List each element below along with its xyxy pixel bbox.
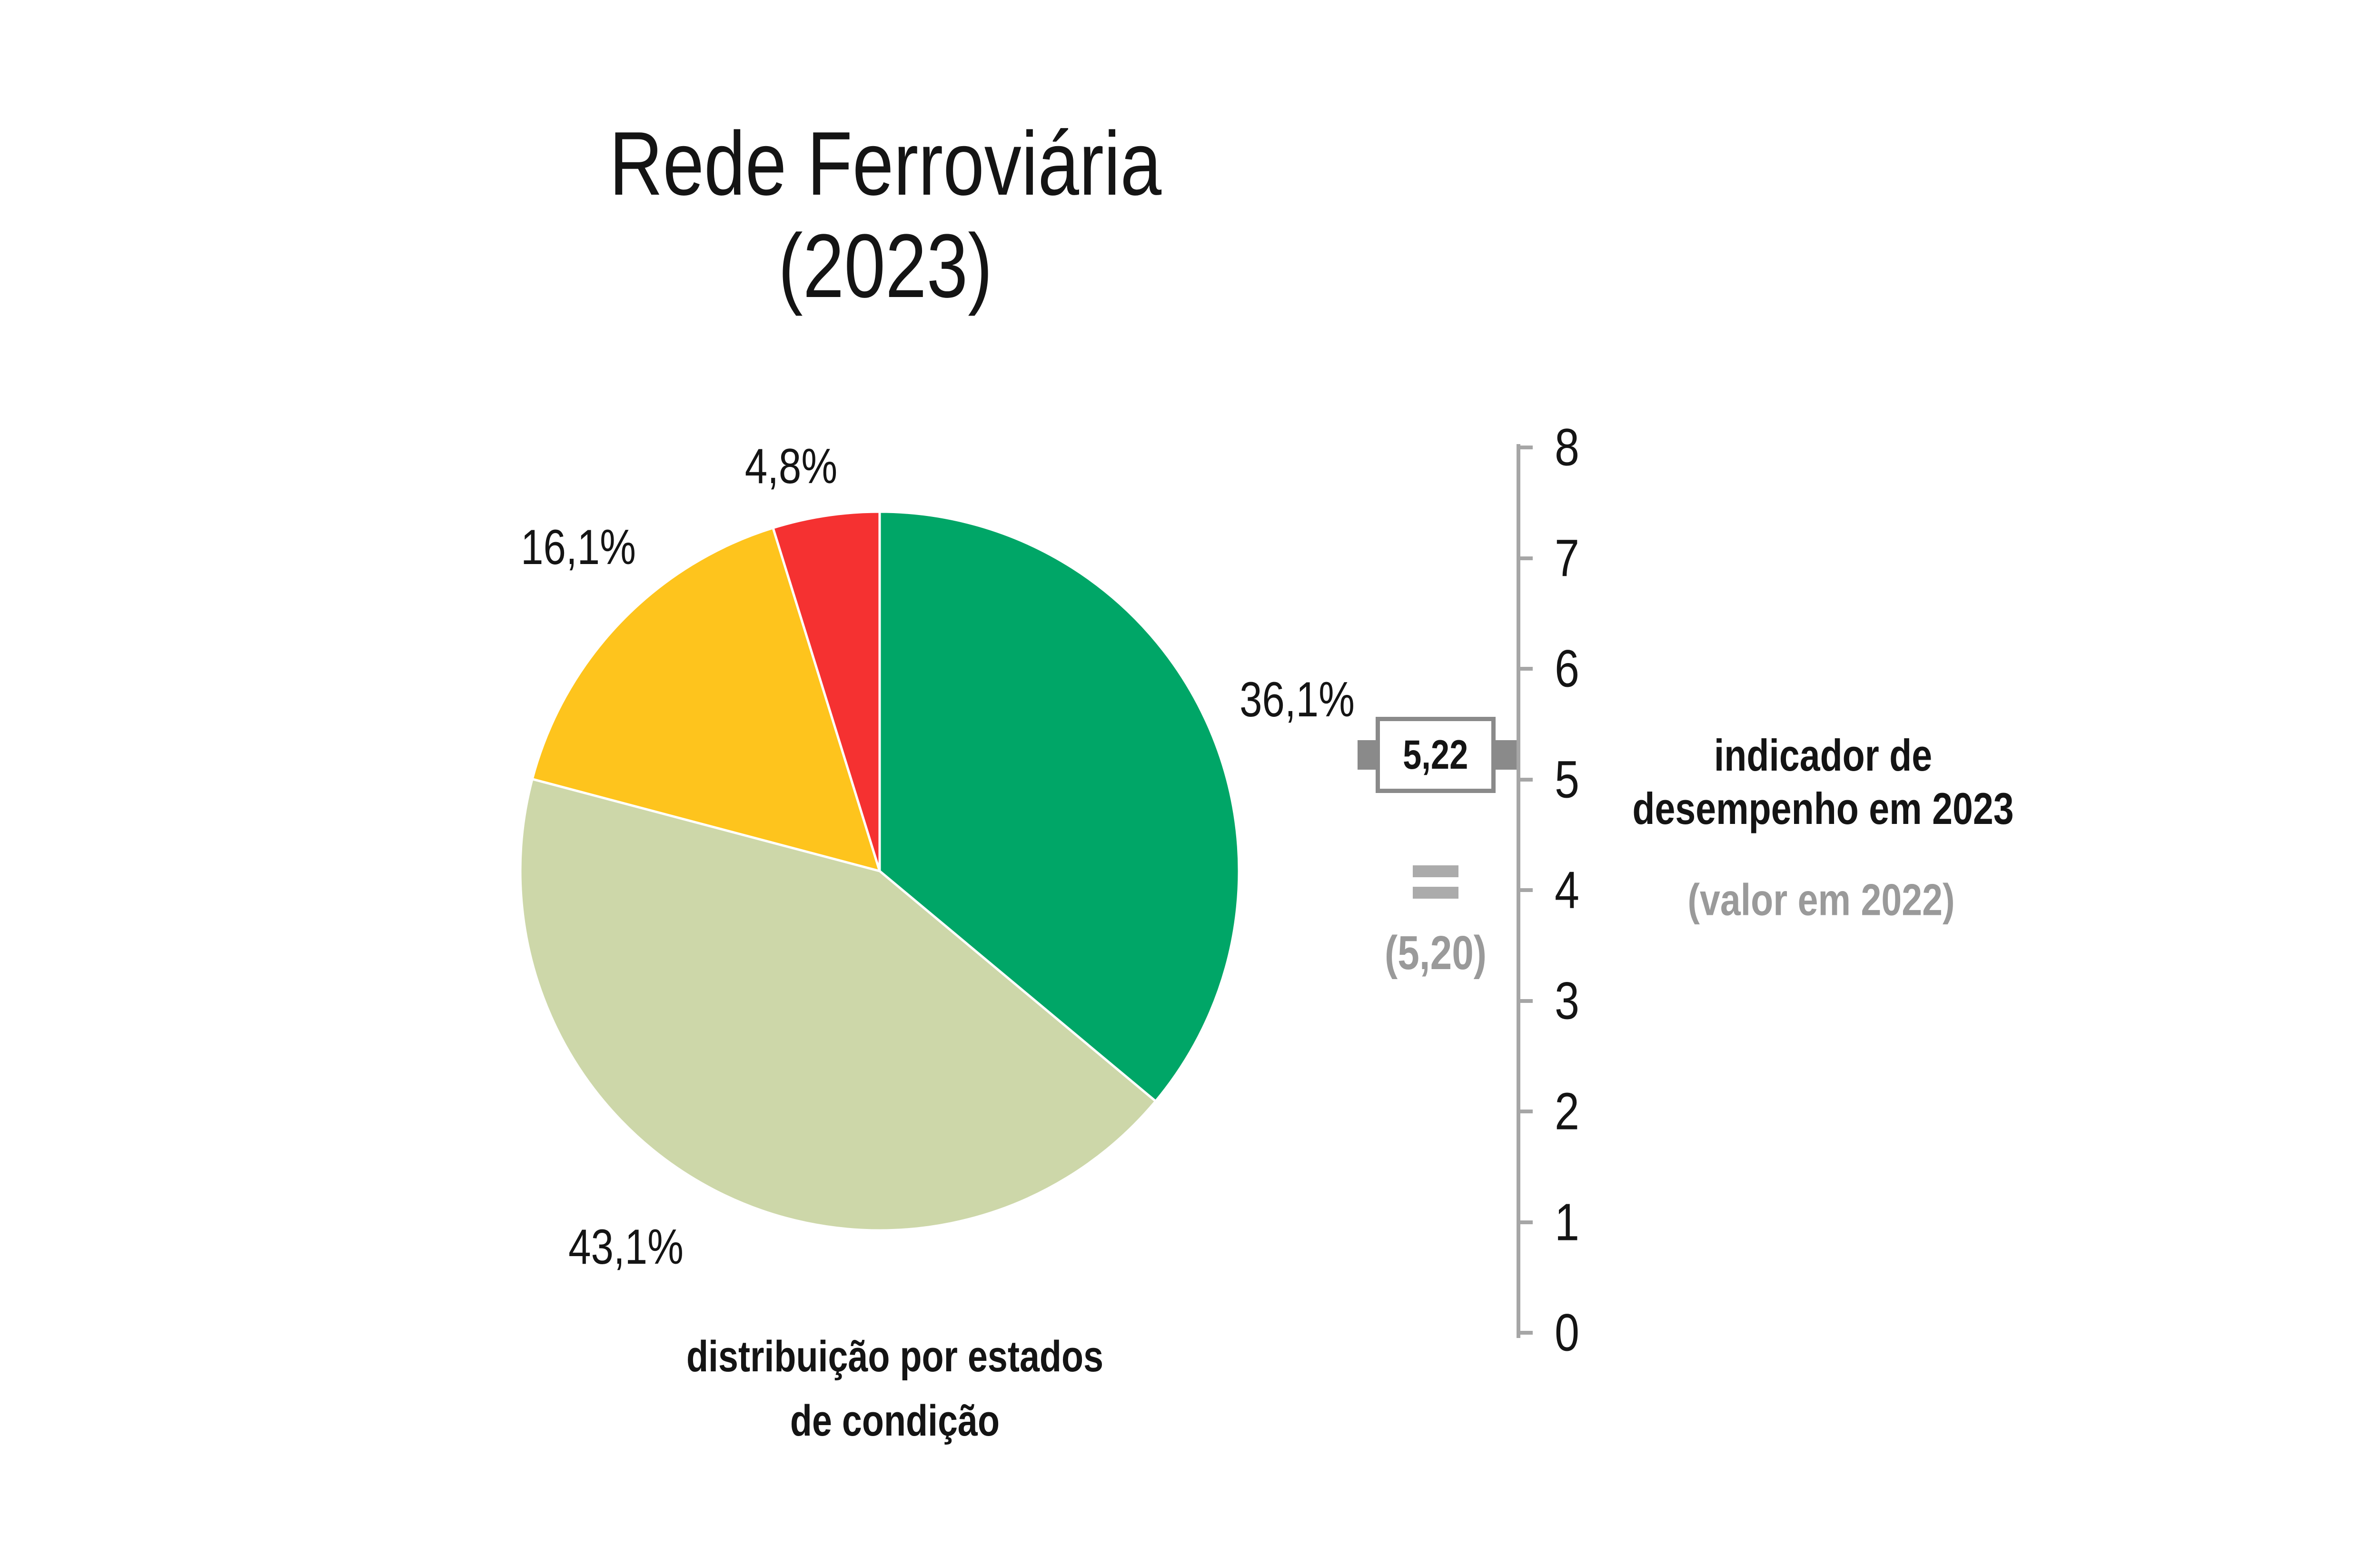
equals-icon [1413,865,1458,899]
pie-label-green: 36,1% [1240,672,1355,727]
gauge-tick-label-6: 6 [1554,639,1580,698]
gauge-tick-label-8: 8 [1554,418,1580,477]
gauge-caption-secondary: (valor em 2022) [1687,874,1955,925]
gauge-tick-5 [1518,777,1533,782]
gauge-tick-8 [1518,446,1533,449]
pie-caption: distribuição por estados de condição [686,1332,1104,1445]
gauge-tick-label-1: 1 [1554,1193,1580,1251]
equals-bar-bottom [1413,887,1458,899]
gauge-tick-label-5: 5 [1554,750,1580,809]
gauge-tick-label-2: 2 [1554,1082,1580,1141]
indicator-right-tab-icon [1496,740,1517,770]
gauge-tick-0 [1518,1331,1533,1335]
previous-value-label: (5,20) [1384,926,1487,980]
chart-title: Rede Ferroviária (2023) [609,113,1162,317]
pie-slice-sage [519,778,1157,1232]
gauge-tick-7 [1518,556,1533,560]
pie-slice-green [878,510,1240,1103]
gauge-tick-2 [1518,1110,1533,1113]
gauge-caption: indicador de desempenho em 2023 [1632,730,2014,833]
gauge-tick-label-7: 7 [1554,529,1580,587]
gauge-tick-label-4: 4 [1554,861,1580,920]
pie-label-red: 4,8% [744,438,838,494]
gauge-tick-3 [1518,999,1533,1003]
gauge-tick-label-3: 3 [1554,971,1580,1030]
gauge-tick-4 [1518,888,1533,892]
gauge-tick-label-0: 0 [1554,1303,1580,1362]
indicator-left-tab-icon [1358,740,1376,770]
indicator-value: 5,22 [1403,732,1468,778]
gauge-tick-1 [1518,1220,1533,1224]
pie-label-yellow: 16,1% [521,519,636,575]
pie-slice-yellow [531,526,881,872]
equals-bar-top [1413,865,1458,877]
pie-label-sage: 43,1% [568,1219,684,1275]
indicator-value-box: 5,22 [1358,717,1517,793]
pie-slice-red [772,510,881,872]
gauge-tick-6 [1518,667,1533,671]
